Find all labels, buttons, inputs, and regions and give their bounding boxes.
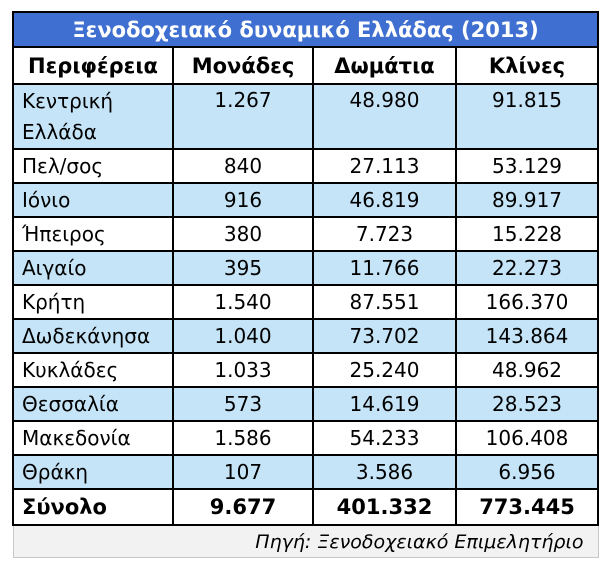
rooms-cell: 87.551 [312, 284, 457, 320]
source-row: Πηγή: Ξενοδοχειακό Επιμελητήριο [12, 524, 599, 558]
region-cell: Κεντρική Ελλάδα [12, 83, 174, 150]
units-cell: 395 [172, 250, 314, 286]
beds-cell: 106.408 [454, 420, 600, 456]
beds-cell: 143.864 [454, 318, 600, 354]
beds-cell: 22.273 [454, 250, 600, 286]
region-cell: Θράκη [12, 454, 174, 490]
region-cell: Ιόνιο [12, 182, 174, 218]
beds-cell: 91.815 [454, 83, 600, 150]
rooms-cell: 46.819 [312, 182, 457, 218]
hotel-capacity-table: Ξενοδοχειακό δυναμικό Ελλάδας (2013) Περ… [11, 11, 600, 558]
units-cell: 916 [172, 182, 314, 218]
table-row: Αιγαίο 395 11.766 22.273 [12, 250, 600, 286]
table-title: Ξενοδοχειακό δυναμικό Ελλάδας (2013) [11, 11, 600, 48]
region-cell: Δωδεκάνησα [12, 318, 174, 354]
region-cell: Θεσσαλία [12, 386, 174, 422]
beds-cell: 6.956 [454, 454, 600, 490]
region-cell: Κυκλάδες [12, 352, 174, 388]
region-cell: Πελ/σος [12, 148, 174, 184]
units-cell: 840 [172, 148, 314, 184]
table-row: Θράκη 107 3.586 6.956 [12, 454, 600, 490]
total-units: 9.677 [172, 488, 314, 526]
header-row: Περιφέρεια Μονάδες Δωμάτια Κλίνες [12, 46, 600, 85]
column-header-rooms: Δωμάτια [312, 46, 457, 85]
units-cell: 380 [172, 216, 314, 252]
beds-cell: 15.228 [454, 216, 600, 252]
rooms-cell: 25.240 [312, 352, 457, 388]
units-cell: 1.040 [172, 318, 314, 354]
total-beds: 773.445 [454, 488, 600, 526]
total-row: Σύνολο 9.677 401.332 773.445 [12, 488, 600, 526]
hotel-capacity-table-wrapper: Ξενοδοχειακό δυναμικό Ελλάδας (2013) Περ… [11, 11, 600, 558]
region-cell: Μακεδονία [12, 420, 174, 456]
column-header-beds: Κλίνες [454, 46, 600, 85]
total-label: Σύνολο [12, 488, 174, 526]
column-header-region: Περιφέρεια [12, 46, 174, 85]
table-row: Κυκλάδες 1.033 25.240 48.962 [12, 352, 600, 388]
beds-cell: 53.129 [454, 148, 600, 184]
region-cell: Κρήτη [12, 284, 174, 320]
beds-cell: 166.370 [454, 284, 600, 320]
table-row: Πελ/σος 840 27.113 53.129 [12, 148, 600, 184]
table-row: Κρήτη 1.540 87.551 166.370 [12, 284, 600, 320]
beds-cell: 28.523 [454, 386, 600, 422]
rooms-cell: 3.586 [312, 454, 457, 490]
rooms-cell: 73.702 [312, 318, 457, 354]
units-cell: 1.267 [172, 83, 314, 150]
region-cell: Αιγαίο [12, 250, 174, 286]
rooms-cell: 48.980 [312, 83, 457, 150]
total-rooms: 401.332 [312, 488, 457, 526]
rooms-cell: 54.233 [312, 420, 457, 456]
units-cell: 573 [172, 386, 314, 422]
units-cell: 1.540 [172, 284, 314, 320]
source-note: Πηγή: Ξενοδοχειακό Επιμελητήριο [12, 524, 599, 558]
units-cell: 1.033 [172, 352, 314, 388]
rooms-cell: 7.723 [312, 216, 457, 252]
rooms-cell: 14.619 [312, 386, 457, 422]
table-row: Ιόνιο 916 46.819 89.917 [12, 182, 600, 218]
column-header-units: Μονάδες [172, 46, 314, 85]
region-cell: Ήπειρος [12, 216, 174, 252]
table-row: Κεντρική Ελλάδα 1.267 48.980 91.815 [12, 83, 600, 150]
beds-cell: 48.962 [454, 352, 600, 388]
units-cell: 107 [172, 454, 314, 490]
units-cell: 1.586 [172, 420, 314, 456]
table-row: Μακεδονία 1.586 54.233 106.408 [12, 420, 600, 456]
rooms-cell: 27.113 [312, 148, 457, 184]
table-row: Ήπειρος 380 7.723 15.228 [12, 216, 600, 252]
table-row: Δωδεκάνησα 1.040 73.702 143.864 [12, 318, 600, 354]
table-row: Θεσσαλία 573 14.619 28.523 [12, 386, 600, 422]
rooms-cell: 11.766 [312, 250, 457, 286]
beds-cell: 89.917 [454, 182, 600, 218]
